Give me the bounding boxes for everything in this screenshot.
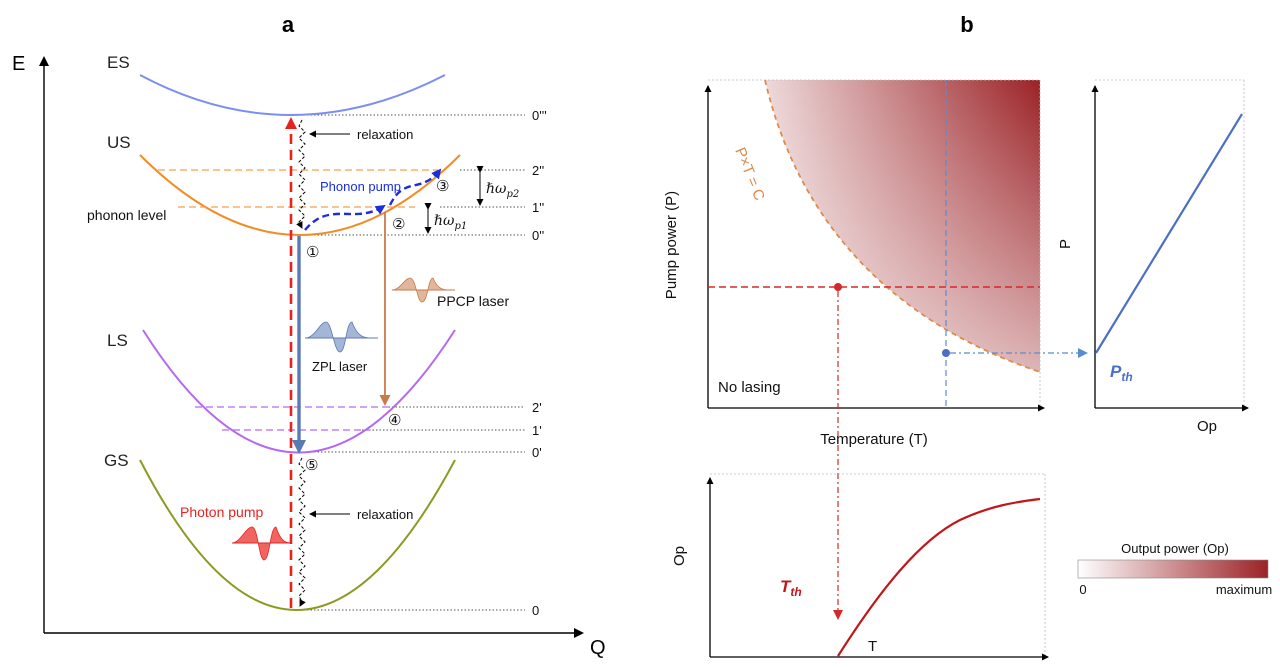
us-label: US [107, 133, 131, 152]
zpl-pulse-icon [304, 321, 378, 353]
main-x-label: Temperature (T) [820, 431, 928, 448]
level-0ppp: 0''' [532, 108, 547, 123]
level-2pp: 2'' [532, 163, 544, 178]
gs-label: GS [104, 451, 129, 470]
ppcp-laser-label: PPCP laser [437, 293, 509, 309]
phonon-pump-label: Phonon pump [320, 179, 401, 194]
bottom-y-label: Op [671, 546, 688, 566]
panel-b-label: b [960, 12, 973, 37]
zpl-laser-label: ZPL laser [312, 359, 368, 374]
marker-5: ⑤ [305, 456, 318, 474]
level-0p: 0' [532, 445, 542, 460]
phonon-level-label: phonon level [87, 207, 166, 223]
relaxation-top-label: relaxation [357, 127, 413, 142]
colorbar-max-label: maximum [1216, 582, 1272, 597]
level-lines [300, 114, 525, 611]
photon-pump-label: Photon pump [180, 504, 263, 520]
energy-axis-label: E [12, 53, 25, 75]
photon-pump-pulse-icon [231, 526, 293, 561]
omega-p2-label: ℏωp2 [486, 181, 519, 200]
colorbar-title: Output power (Op) [1121, 541, 1229, 556]
colorbar [1077, 559, 1269, 579]
marker-2: ② [392, 215, 405, 233]
phonon-pump-arrow-1 [304, 204, 386, 231]
t-th-label: Tth [780, 577, 802, 599]
marker-1: ① [306, 243, 319, 261]
lasing-region [765, 80, 1040, 372]
colorbar-min-label: 0 [1079, 582, 1086, 597]
ls-label: LS [107, 331, 128, 350]
blue-threshold-point [942, 349, 950, 357]
bottom-x-label: T [868, 638, 877, 655]
us-curve [139, 154, 461, 236]
relaxation-bottom-arrow [298, 457, 306, 607]
q-axis-label: Q [590, 637, 606, 659]
p-th-label: Pth [1110, 362, 1133, 384]
right-y-label: P [1057, 239, 1074, 249]
relaxation-top-arrow [296, 119, 306, 229]
threshold-curve [764, 79, 1041, 373]
level-0pp: 0'' [532, 228, 544, 243]
marker-4: ④ [388, 411, 401, 429]
panel-a-label: a [282, 12, 295, 37]
es-curve [139, 74, 446, 116]
omega-p1-label: ℏωp1 [434, 213, 467, 232]
level-2p: 2' [532, 400, 542, 415]
main-y-label: Pump power (P) [663, 191, 680, 299]
right-linear-line [1095, 113, 1243, 354]
gs-curve [139, 459, 456, 611]
threshold-curve-label: P×T = C [731, 145, 768, 203]
right-x-label: Op [1197, 418, 1217, 435]
es-label: ES [107, 53, 130, 72]
marker-3: ③ [436, 177, 449, 195]
level-0: 0 [532, 603, 539, 618]
level-1p: 1' [532, 423, 542, 438]
no-lasing-label: No lasing [718, 379, 781, 396]
red-threshold-point [834, 283, 842, 291]
relaxation-bottom-label: relaxation [357, 507, 413, 522]
ppcp-pulse-icon [391, 277, 455, 303]
level-1pp: 1'' [532, 200, 544, 215]
bottom-op-curve [837, 497, 1041, 657]
